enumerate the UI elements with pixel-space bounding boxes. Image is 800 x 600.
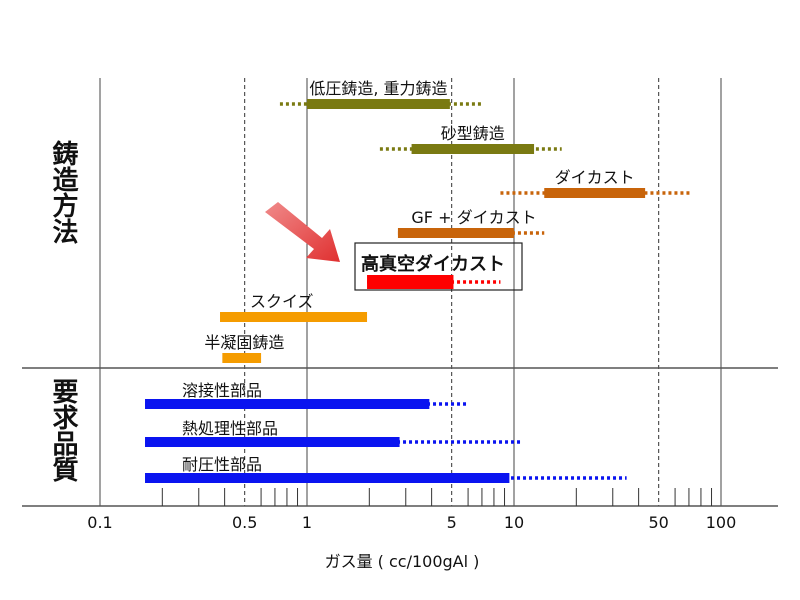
series-label: スクイズ: [250, 292, 314, 311]
x-tick-label: 50: [649, 513, 669, 532]
bar-solid-range: [222, 353, 262, 363]
series-label: ダイカスト: [555, 168, 635, 187]
group-label-casting: 鋳造方法: [48, 140, 78, 245]
series-label: 低圧鋳造, 重力鋳造: [309, 79, 447, 98]
x-tick-label: 5: [447, 513, 457, 532]
x-tick-label: 0.5: [232, 513, 257, 532]
x-tick-label: 1: [302, 513, 312, 532]
minor-ticks: [161, 488, 713, 506]
series-label: 半凝固鋳造: [204, 333, 284, 352]
series-label: 溶接性部品: [182, 381, 262, 400]
x-axis-label: ガス量 ( cc/100gAl ): [325, 552, 480, 571]
bar-solid-range: [145, 399, 430, 409]
bar-solid-range: [367, 275, 454, 289]
series-label: 熱処理性部品: [182, 419, 278, 438]
group-label-quality: 要求品質: [48, 378, 78, 483]
series-label: GF + ダイカスト: [411, 208, 536, 227]
x-tick-label: 10: [504, 513, 524, 532]
bar-solid-range: [307, 99, 450, 109]
bar-solid-range: [145, 473, 510, 483]
highlight-arrow-icon: [265, 202, 340, 262]
bar-solid-range: [544, 188, 646, 198]
bar-solid-range: [411, 144, 535, 154]
highlight-box: [354, 242, 523, 291]
series-label: 砂型鋳造: [441, 124, 505, 143]
x-tick-label: 100: [706, 513, 737, 532]
bar-solid-range: [220, 312, 368, 322]
series-label: 耐圧性部品: [182, 455, 262, 474]
bar-solid-range: [145, 437, 400, 447]
bar-solid-range: [397, 228, 514, 238]
series-label: 高真空ダイカスト: [361, 253, 505, 275]
x-tick-label: 0.1: [87, 513, 112, 532]
